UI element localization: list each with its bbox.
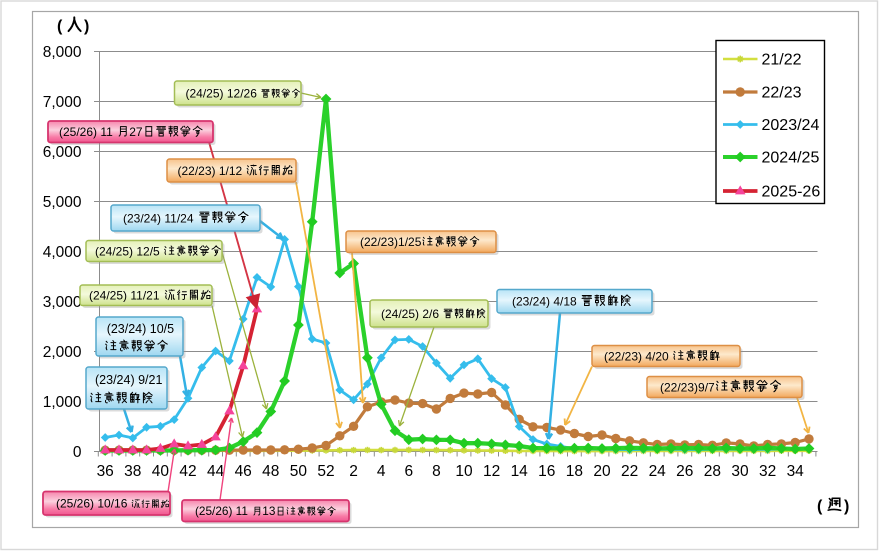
svg-text:7,000: 7,000 xyxy=(43,94,82,111)
svg-text:(22/23) 1/12: (22/23) 1/12 xyxy=(178,164,243,178)
svg-text:46: 46 xyxy=(235,463,252,480)
svg-text:(22/23)1/25: (22/23)1/25 xyxy=(360,235,422,249)
svg-text:2025-26: 2025-26 xyxy=(762,184,821,201)
svg-text:(23/24) 4/18: (23/24) 4/18 xyxy=(512,295,577,309)
svg-text:(22/23) 4/20: (22/23) 4/20 xyxy=(604,349,669,363)
svg-text:): ) xyxy=(844,498,849,515)
svg-text:2023/24: 2023/24 xyxy=(762,117,820,134)
svg-text:(22/23)9/7: (22/23)9/7 xyxy=(660,380,715,394)
svg-text:(23/24) 9/21: (23/24) 9/21 xyxy=(95,373,162,387)
svg-text:50: 50 xyxy=(290,463,308,480)
svg-text:(23/24) 11/24: (23/24) 11/24 xyxy=(123,211,194,225)
svg-text:): ) xyxy=(84,18,89,35)
svg-text:27: 27 xyxy=(129,125,143,139)
svg-text:28: 28 xyxy=(704,463,721,480)
svg-text:18: 18 xyxy=(566,463,583,480)
svg-text:16: 16 xyxy=(538,463,555,480)
svg-text:44: 44 xyxy=(207,463,225,480)
svg-text:4: 4 xyxy=(377,463,386,480)
svg-text:3,000: 3,000 xyxy=(43,294,82,311)
svg-text:14: 14 xyxy=(511,463,529,480)
svg-text:6,000: 6,000 xyxy=(43,144,82,161)
svg-text:(25/26) 11: (25/26) 11 xyxy=(195,504,248,518)
svg-text:8: 8 xyxy=(432,463,441,480)
svg-text:(25/26) 11: (25/26) 11 xyxy=(59,125,113,139)
svg-text:(24/25) 2/6: (24/25) 2/6 xyxy=(381,307,439,321)
svg-text:(23/24) 10/5: (23/24) 10/5 xyxy=(107,322,174,336)
svg-text:22/23: 22/23 xyxy=(762,85,802,102)
svg-text:52: 52 xyxy=(317,463,334,480)
svg-text:2024/25: 2024/25 xyxy=(762,150,820,167)
svg-text:12: 12 xyxy=(483,463,500,480)
svg-text:34: 34 xyxy=(787,463,805,480)
svg-text:1,000: 1,000 xyxy=(43,394,82,411)
svg-text:22: 22 xyxy=(621,463,638,480)
svg-text:4,000: 4,000 xyxy=(43,244,82,261)
svg-text:10: 10 xyxy=(455,463,473,480)
svg-text:(24/25) 12/26: (24/25) 12/26 xyxy=(186,86,258,100)
svg-text:24: 24 xyxy=(649,463,667,480)
svg-text:42: 42 xyxy=(179,463,196,480)
svg-text:30: 30 xyxy=(731,463,749,480)
svg-text:6: 6 xyxy=(404,463,413,480)
svg-text:48: 48 xyxy=(262,463,279,480)
svg-text:26: 26 xyxy=(676,463,693,480)
svg-text:5,000: 5,000 xyxy=(43,194,82,211)
svg-text:(24/25) 12/5: (24/25) 12/5 xyxy=(95,244,160,258)
svg-text:(: ( xyxy=(57,18,63,35)
svg-text:38: 38 xyxy=(124,463,141,480)
svg-text:2: 2 xyxy=(349,463,358,480)
svg-text:32: 32 xyxy=(759,463,776,480)
svg-text:(24/25) 11/21: (24/25) 11/21 xyxy=(89,289,160,303)
svg-text:21/22: 21/22 xyxy=(762,52,802,69)
svg-text:(: ( xyxy=(817,498,823,515)
svg-text:13: 13 xyxy=(262,504,276,518)
svg-text:2,000: 2,000 xyxy=(43,344,82,361)
svg-text:20: 20 xyxy=(593,463,611,480)
svg-text:40: 40 xyxy=(152,463,170,480)
svg-text:36: 36 xyxy=(97,463,114,480)
svg-text:0: 0 xyxy=(73,444,82,461)
svg-text:8,000: 8,000 xyxy=(43,44,82,61)
svg-text:(25/26) 10/16: (25/26) 10/16 xyxy=(56,497,128,511)
